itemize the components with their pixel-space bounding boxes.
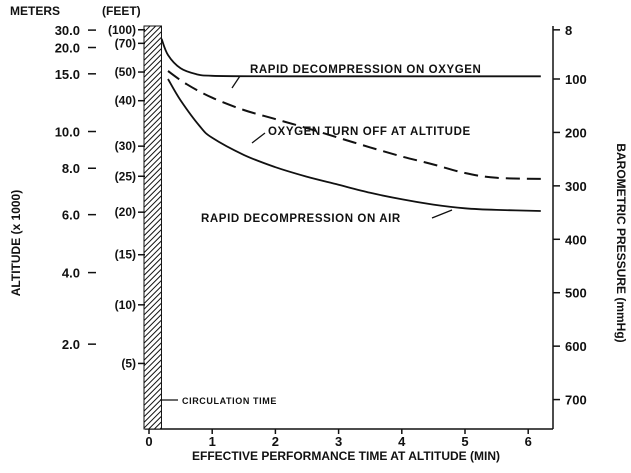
- x-tick-label: 4: [398, 434, 406, 449]
- x-tick-label: 1: [209, 434, 216, 449]
- x-tick-label: 5: [461, 434, 468, 449]
- feet-tick-label: (15): [115, 248, 136, 262]
- x-axis-title-text: EFFECTIVE PERFORMANCE TIME AT ALTITUDE (…: [192, 449, 500, 463]
- meters-tick-label: 15.0: [55, 67, 80, 82]
- pressure-tick-label: 300: [565, 179, 587, 194]
- right-axis-title: BAROMETRIC PRESSURE (mmHg): [614, 143, 628, 342]
- axis-headers: METERS (FEET): [10, 4, 141, 18]
- annotation-circulation-time: CIRCULATION TIME: [182, 396, 277, 406]
- meters-tick-label: 20.0: [55, 41, 80, 56]
- meters-tick-label: 30.0: [55, 23, 80, 38]
- feet-tick-label: (10): [115, 298, 136, 312]
- annotation-oxygen-turn-off: OXYGEN TURN OFF AT ALTITUDE: [268, 126, 471, 138]
- meters-tick-label: 10.0: [55, 125, 80, 140]
- circulation-time-band: [143, 25, 162, 430]
- annotation-oxygen-turn-off-leader: [251, 132, 266, 144]
- feet-tick-label: (50): [115, 65, 136, 79]
- meters-header: METERS: [10, 4, 60, 18]
- meters-tick-label: 6.0: [62, 208, 80, 223]
- meters-tick-label: 4.0: [62, 266, 80, 281]
- pressure-tick-label: 8: [565, 23, 572, 38]
- annotation-rapid-decompression-air-leader: [431, 209, 453, 219]
- feet-tick-label: (20): [115, 205, 136, 219]
- x-axis-title: EFFECTIVE PERFORMANCE TIME AT ALTITUDE (…: [192, 449, 500, 463]
- pressure-tick-label: 600: [565, 339, 587, 354]
- annotation-rapid-decompression-oxygen: RAPID DECOMPRESSION ON OXYGEN: [250, 64, 481, 76]
- feet-tick-label: (100): [108, 23, 136, 37]
- feet-tick-label: (5): [121, 356, 136, 370]
- series-oxygen-turn-off: [167, 70, 541, 180]
- right-axis-title-text: BAROMETRIC PRESSURE (mmHg): [614, 143, 628, 342]
- x-tick-label: 2: [272, 434, 279, 449]
- pressure-tick-label: 100: [565, 72, 587, 87]
- feet-header: (FEET): [102, 4, 141, 18]
- series-rapid-decompression-oxygen: [160, 38, 541, 78]
- pressure-tick-label: 500: [565, 286, 587, 301]
- left-axis-title-text: ALTITUDE (x 1000): [9, 190, 23, 296]
- annotation-rapid-decompression-oxygen-leader: [231, 75, 241, 89]
- axis-ticks: 0 1 2 3 4 5 6 2.0 4.0 6.0 8.0 10.0 15.0 20.0 30.0 (5) (1…: [55, 23, 587, 449]
- meters-tick-label: 8.0: [62, 161, 80, 176]
- x-tick-label: 6: [525, 434, 532, 449]
- data-series: [160, 38, 541, 212]
- feet-tick-label: (25): [115, 169, 136, 183]
- series-rapid-decompression-air: [167, 78, 541, 212]
- feet-tick-label: (70): [115, 36, 136, 50]
- annotation-rapid-decompression-air: RAPID DECOMPRESSION ON AIR: [201, 213, 401, 225]
- x-tick-label: 0: [145, 434, 152, 449]
- annotations: RAPID DECOMPRESSION ON OXYGEN OXYGEN TURN…: [160, 64, 481, 406]
- pressure-tick-label: 700: [565, 393, 587, 408]
- pressure-tick-label: 200: [565, 125, 587, 140]
- x-tick-label: 3: [335, 434, 342, 449]
- pressure-tick-label: 400: [565, 232, 587, 247]
- left-axis-title: ALTITUDE (x 1000): [9, 190, 23, 296]
- meters-tick-label: 2.0: [62, 337, 80, 352]
- feet-tick-label: (40): [115, 94, 136, 108]
- plot-axes: [143, 25, 554, 430]
- feet-tick-label: (30): [115, 139, 136, 153]
